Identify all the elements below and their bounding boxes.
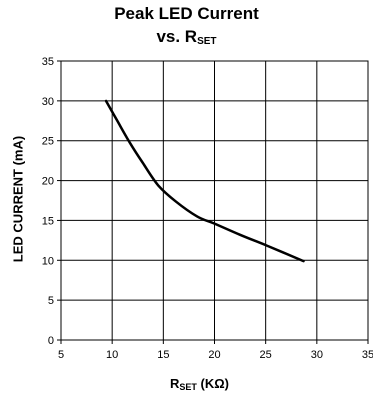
y-tick-labels: 0 5 10 15 20 25 30 35 xyxy=(42,56,61,347)
x-axis-label-prefix: R xyxy=(170,376,180,391)
x-tick-label: 10 xyxy=(106,349,118,361)
chart-title-prefix: vs. R xyxy=(156,27,198,46)
x-tick-label: 25 xyxy=(260,349,272,361)
x-tick-label: 15 xyxy=(157,349,169,361)
y-tick-label: 20 xyxy=(42,176,54,188)
y-tick-label: 10 xyxy=(42,255,54,267)
x-tick-label: 30 xyxy=(311,349,323,361)
x-tick-labels: 5 10 15 20 25 30 35 xyxy=(58,340,373,361)
x-tick-label: 5 xyxy=(58,349,64,361)
y-tick-label: 0 xyxy=(48,335,54,347)
y-tick-label: 25 xyxy=(42,136,54,148)
y-tick-label: 35 xyxy=(42,56,54,68)
x-tick-label: 20 xyxy=(208,349,220,361)
x-tick-label: 35 xyxy=(362,349,373,361)
x-axis-label-subscript: SET xyxy=(179,382,197,392)
x-axis-label: RSET (KΩ) xyxy=(170,376,229,392)
y-tick-label: 15 xyxy=(42,215,54,227)
series-line xyxy=(104,99,305,263)
y-tick-label: 30 xyxy=(42,96,54,108)
chart-title-line1: Peak LED Current xyxy=(114,4,259,23)
x-axis-label-suffix: (KΩ) xyxy=(196,376,229,391)
y-tick-label: 5 xyxy=(48,295,54,307)
chart-title-subscript: SET xyxy=(197,36,217,47)
chart-title-line2: vs. RSET xyxy=(0,27,373,47)
